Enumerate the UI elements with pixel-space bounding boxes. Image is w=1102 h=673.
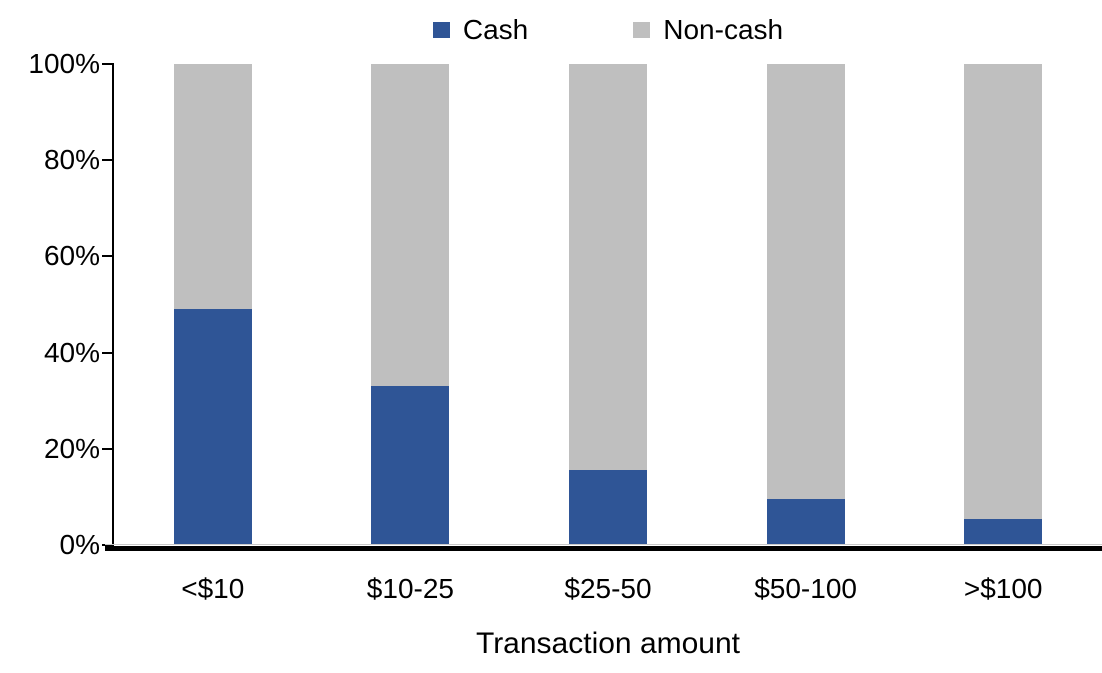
cash-legend-label: Cash	[462, 14, 529, 45]
y-tick-label: 60%	[43, 240, 100, 272]
x-axis-title: Transaction amount	[475, 627, 741, 660]
x-tick-label: $10-25	[366, 573, 454, 604]
y-tick-mark	[102, 159, 114, 162]
y-tick-label: 80%	[43, 144, 100, 176]
x-axis-line	[105, 546, 1102, 551]
bar-segment-cash	[569, 470, 647, 545]
x-tick-label: $50-100	[754, 573, 857, 604]
bar-segment-cash	[371, 386, 450, 545]
bar-segment-noncash	[371, 64, 450, 387]
bar-segment-noncash	[569, 64, 647, 471]
y-tick-label: 40%	[43, 336, 100, 368]
x-zero-line	[105, 544, 1102, 545]
bar-segment-cash	[766, 499, 845, 545]
cash-legend-swatch	[432, 22, 450, 38]
y-axis-line	[112, 64, 114, 545]
y-tick-mark	[102, 447, 114, 450]
bar-segment-noncash	[964, 64, 1043, 519]
bar-segment-cash	[964, 518, 1043, 545]
noncash-legend-label: Non-cash	[663, 14, 784, 45]
x-tick-label: <$10	[181, 573, 245, 604]
legend-item-noncash: Non-cash	[633, 13, 783, 47]
x-tick-label: $25-50	[564, 573, 652, 604]
bar-segment-noncash	[766, 64, 845, 500]
noncash-legend-swatch	[633, 22, 651, 38]
y-tick-mark	[102, 63, 114, 65]
y-tick-label: 0%	[59, 529, 100, 560]
x-tick-label: >$100	[963, 573, 1043, 604]
y-tick-label: 20%	[43, 432, 100, 464]
chart-legend: Cash Non-cash	[114, 12, 1102, 48]
y-tick-label: 100%	[28, 48, 100, 79]
y-tick-mark	[102, 544, 114, 546]
y-tick-mark	[102, 351, 114, 354]
bar-segment-noncash	[173, 64, 252, 310]
bar-segment-cash	[173, 309, 252, 545]
legend-item-cash: Cash	[432, 13, 529, 47]
y-tick-mark	[102, 255, 114, 258]
